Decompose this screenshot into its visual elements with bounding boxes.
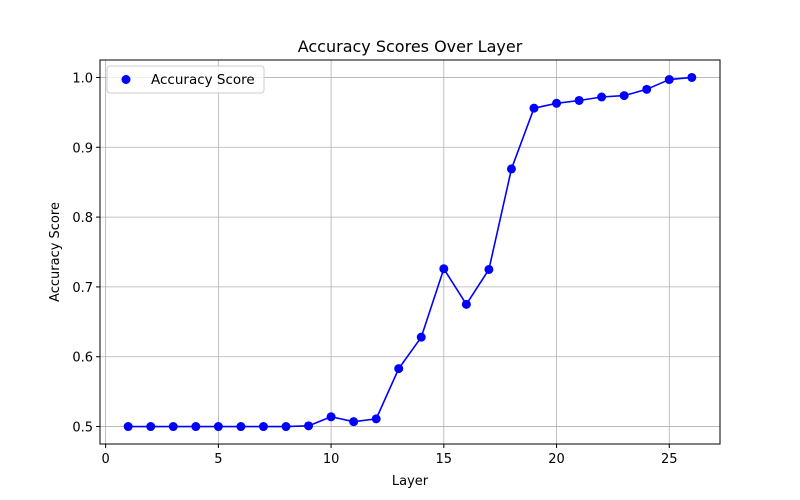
y-tick-label: 0.5 bbox=[72, 421, 93, 436]
y-tick-label: 1.0 bbox=[72, 71, 93, 86]
data-point bbox=[552, 98, 562, 108]
data-point bbox=[304, 421, 314, 431]
y-tick-label: 0.7 bbox=[72, 281, 93, 296]
data-point bbox=[371, 414, 381, 424]
data-point bbox=[506, 164, 516, 174]
data-point bbox=[394, 364, 404, 374]
data-point bbox=[597, 92, 607, 102]
y-axis-label: Accuracy Score bbox=[48, 202, 63, 302]
series-layer bbox=[123, 72, 697, 432]
x-tick-label: 20 bbox=[548, 452, 565, 467]
data-point bbox=[687, 72, 697, 82]
y-tick-label: 0.9 bbox=[72, 141, 93, 156]
data-point bbox=[213, 422, 223, 432]
data-point bbox=[349, 417, 359, 427]
legend-label: Accuracy Score bbox=[151, 72, 255, 88]
x-tick-label: 15 bbox=[436, 452, 453, 467]
data-point bbox=[416, 332, 426, 342]
data-point bbox=[439, 264, 449, 274]
data-point bbox=[619, 91, 629, 101]
data-point bbox=[529, 103, 539, 113]
data-point bbox=[461, 299, 471, 309]
data-point bbox=[326, 412, 336, 422]
x-tick-label: 5 bbox=[214, 452, 222, 467]
x-tick-label: 25 bbox=[661, 452, 678, 467]
legend-box bbox=[106, 65, 265, 94]
y-tick-label: 0.8 bbox=[72, 211, 93, 226]
data-point bbox=[574, 95, 584, 105]
data-point bbox=[484, 264, 494, 274]
plot-frame bbox=[99, 59, 721, 445]
grid bbox=[100, 60, 720, 444]
data-point bbox=[236, 422, 246, 432]
chart-title: Accuracy Scores Over Layer bbox=[298, 37, 523, 56]
data-point bbox=[281, 422, 291, 432]
legend: Accuracy Score bbox=[106, 65, 265, 94]
x-tick-label: 0 bbox=[101, 452, 109, 467]
tick-layer: 0 5 10 15 20 25 0.5 0.6 0.7 0.8 0.9 1.0 bbox=[72, 71, 677, 467]
data-point bbox=[258, 422, 268, 432]
legend-marker bbox=[121, 75, 131, 84]
data-point bbox=[146, 422, 156, 432]
data-point bbox=[123, 422, 133, 432]
data-point bbox=[168, 422, 178, 432]
y-tick-label: 0.6 bbox=[72, 351, 93, 366]
data-point bbox=[664, 75, 674, 85]
x-axis-label: Layer bbox=[392, 474, 429, 489]
data-point bbox=[191, 422, 201, 432]
x-tick-label: 10 bbox=[323, 452, 340, 467]
data-point bbox=[642, 84, 652, 94]
